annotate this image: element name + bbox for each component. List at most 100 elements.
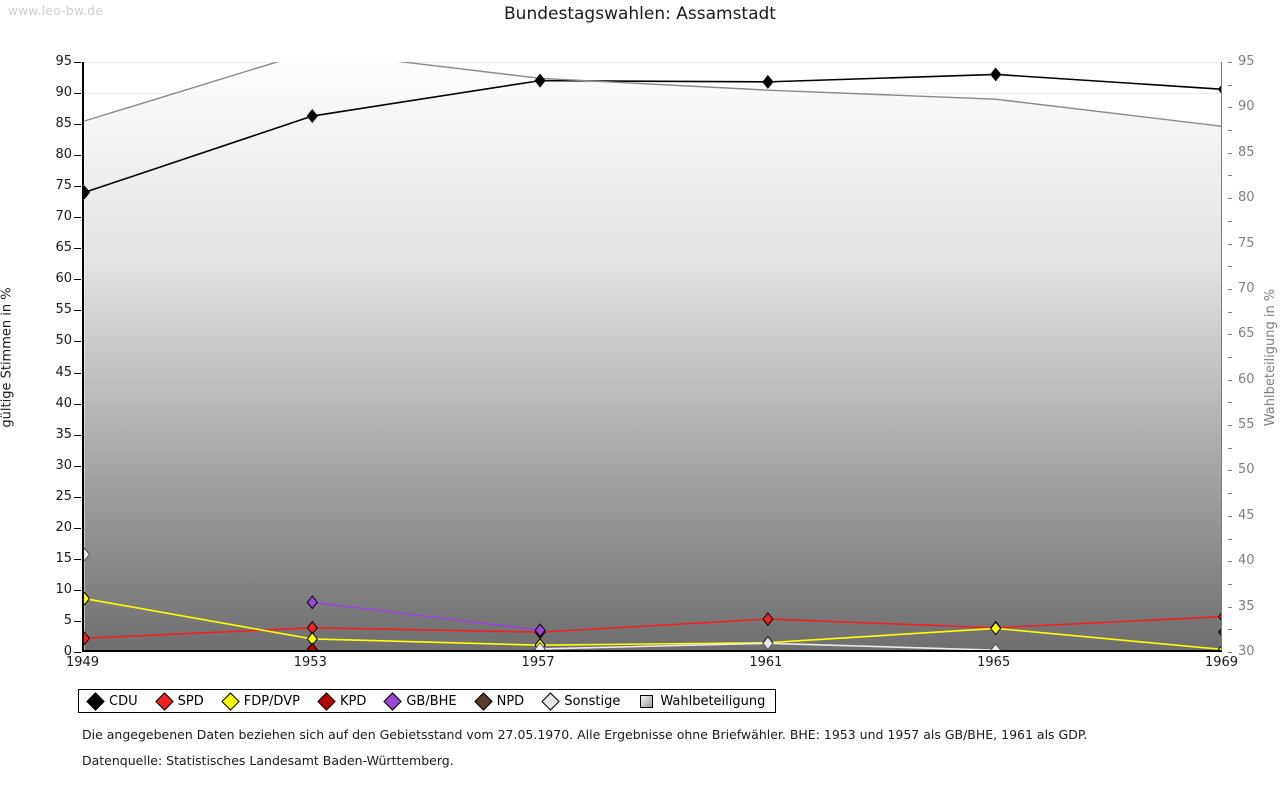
legend-label: SPD [177,693,204,709]
right-axis-minor-tick [1228,130,1232,132]
left-axis-tick-mark [74,155,81,157]
right-axis: 30 35 40 45 50 55 60 65 70 75 80 85 90 95 [1228,54,1268,659]
legend-item-spd[interactable]: SPD [154,691,204,711]
data-point-marker [84,185,91,200]
right-axis-tick-label: 70 [1238,280,1255,296]
series-line [84,73,1221,194]
x-axis-tick-label: 1965 [977,655,1011,670]
legend-diamond-icon [221,691,240,711]
left-axis-tick-mark [74,620,81,622]
left-axis-tick-mark [74,527,81,529]
left-axis-tick-mark [74,589,81,591]
left-axis-tick-label: 70 [55,209,72,225]
left-axis-tick-mark [74,186,81,188]
right-axis-tick-label: 40 [1238,553,1255,569]
data-point-marker [306,642,318,650]
data-point-marker [84,631,91,646]
legend-item-npd[interactable]: NPD [473,691,524,711]
legend-label: CDU [109,693,138,709]
left-axis-tick-label: 0 [63,644,72,659]
legend-label: Sonstige [564,693,621,709]
left-axis-tick-label: 10 [55,581,72,597]
left-axis: 0 5 10 15 20 25 30 35 40 45 50 55 60 65 70 75 80 85 90 95 [26,54,81,659]
data-point-marker [306,109,318,124]
data-point-marker [762,612,774,627]
left-axis-tick-label: 55 [55,302,72,318]
legend-item-cdu[interactable]: CDU [86,691,138,711]
legend-item-sonstige[interactable]: Sonstige [541,691,621,711]
right-axis-minor-tick [1228,652,1232,653]
plot-area [82,62,1222,652]
chart-canvas [84,62,1221,650]
left-axis-tick-label: 15 [55,550,72,566]
left-axis-tick-mark [74,93,81,95]
data-point-marker [762,636,774,650]
left-axis-tick-mark [74,372,81,374]
right-axis-minor-tick [1228,470,1232,472]
legend-diamond-icon [383,691,403,711]
legend-item-wahlbeteiligung[interactable]: Wahlbeteiligung [640,694,765,709]
right-axis-tick-label: 75 [1238,235,1255,251]
right-axis-minor-tick [1228,583,1232,585]
data-point-marker [1217,628,1221,637]
right-axis-minor-tick [1228,425,1232,427]
right-axis-minor-tick [1228,311,1232,313]
data-point-marker [534,73,546,88]
right-axis-minor-tick [1228,606,1232,608]
left-axis-tick-mark [74,124,81,126]
left-axis-tick-mark [74,496,81,498]
left-axis-tick-mark [74,434,81,436]
left-axis-tick-label: 95 [55,54,72,69]
left-axis-tick-mark [74,403,81,405]
right-axis-minor-tick [1228,288,1232,290]
right-axis-tick-label: 85 [1238,144,1255,160]
wahlbeteiligung-area [84,62,1221,650]
left-axis-tick-label: 75 [55,178,72,194]
left-axis-tick-mark [74,62,81,63]
data-point-marker [990,621,1002,636]
right-axis-tick-label: 90 [1238,99,1255,115]
left-axis-tick-label: 45 [55,364,72,380]
note-gebietsstand: Die angegebenen Daten beziehen sich auf … [82,727,1088,742]
data-point-marker [1217,645,1221,650]
left-axis-title-text: gültige Stimmen in % [0,286,15,428]
legend-diamond-icon [541,691,560,711]
left-axis-tick-mark [74,558,81,560]
right-axis-minor-tick [1228,447,1232,449]
chart-legend: CDU SPD FDP/DVP KPD GB/BHE NPD Sonstige Wahlbet… [78,689,777,713]
legend-item-fdp-dvp[interactable]: FDP/DVP [221,691,300,711]
left-axis-tick-label: 60 [55,271,72,287]
left-axis-tick-label: 20 [55,519,72,535]
right-axis-tick-label: 55 [1238,417,1255,433]
legend-label: GB/BHE [406,693,457,709]
legend-item-gb-bhe[interactable]: GB/BHE [383,691,457,711]
data-point-marker [534,641,546,650]
right-axis-minor-tick [1228,220,1232,222]
x-axis-tick-label: 1953 [293,655,327,670]
left-axis-tick-label: 65 [55,240,72,256]
legend-diamond-icon [473,691,493,711]
data-point-marker [534,623,546,638]
left-axis-tick-label: 30 [55,457,72,473]
right-axis-tick-label: 65 [1238,326,1255,342]
site-watermark: www.leo-bw.de [8,4,104,18]
right-axis-minor-tick [1228,538,1232,540]
left-axis-tick-mark [74,465,81,467]
right-axis-minor-tick [1228,175,1232,177]
data-point-marker [306,595,318,610]
gridline [84,62,1221,63]
right-axis-minor-tick [1228,198,1232,200]
data-point-marker [990,643,1002,650]
right-axis-minor-tick [1228,629,1232,631]
right-axis-minor-tick [1228,493,1232,495]
left-axis-tick-mark [74,279,81,281]
data-point-marker [1217,85,1221,94]
right-axis-minor-tick [1228,402,1232,404]
chart-title: Bundestagswahlen: Assamstadt [504,4,776,24]
plot-background [84,62,1221,650]
legend-item-kpd[interactable]: KPD [317,691,366,711]
legend-diamond-icon [154,691,174,711]
left-axis-tick-label: 50 [55,333,72,349]
right-axis-minor-tick [1228,152,1232,154]
series-line [312,601,541,632]
